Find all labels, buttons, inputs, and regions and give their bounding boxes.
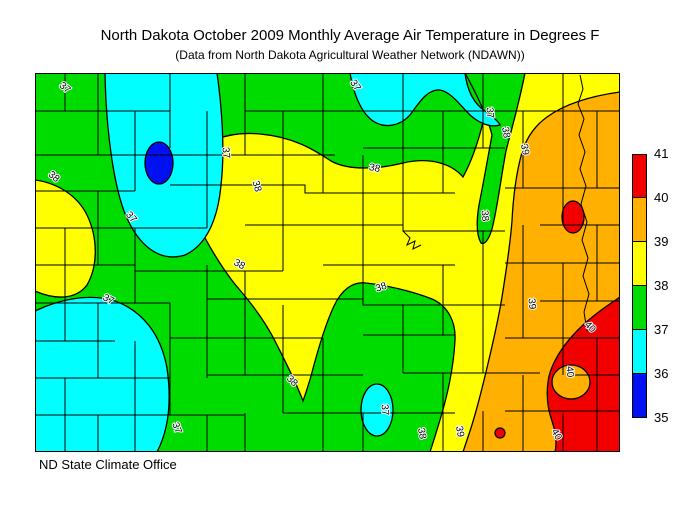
legend-segment [632, 330, 647, 374]
contour-label: 38 [374, 281, 388, 295]
legend-tick-label: 38 [654, 278, 669, 293]
contour-label: 38 [499, 126, 512, 139]
region-cyan-inlier-south [360, 383, 394, 437]
county-boundaries [35, 73, 620, 452]
contour-label: 38 [368, 162, 382, 175]
contour-label: 39 [453, 425, 466, 438]
page-title: North Dakota October 2009 Monthly Averag… [100, 27, 600, 44]
legend-segment [632, 242, 647, 286]
legend-segment [632, 154, 647, 198]
legend-tick-label: 36 [654, 366, 669, 381]
contour-label: 40 [564, 366, 576, 378]
contour-label: 37 [484, 107, 496, 119]
region-green-tongue [463, 72, 526, 245]
contour-labels: 3737373737383837373738383838383838393939… [45, 77, 599, 444]
legend-tick-label: 40 [654, 190, 669, 205]
region-blue-inlier [144, 141, 174, 185]
contour-label: 37 [379, 404, 391, 416]
region-red-inlier-east [561, 200, 585, 234]
contour-label: 39 [518, 143, 531, 156]
contour-label: 38 [479, 210, 491, 222]
contour-label: 38 [250, 180, 264, 194]
credit-text: ND State Climate Office [39, 457, 177, 472]
temperature-map: 37 37 37 37 37 38 38 37 37 37 38 38 38 38 38 38 38 39 39 39… [34, 72, 621, 453]
contour-label: 38 [415, 427, 428, 440]
region-red-inlier-south [494, 427, 506, 439]
contour-label: 37 [220, 147, 232, 159]
contour-label: 39 [526, 298, 538, 310]
map-border [35, 73, 620, 452]
page-subtitle: (Data from North Dakota Agricultural Wea… [175, 48, 525, 62]
legend-colorbar: 41 40 39 38 37 36 35 [632, 146, 692, 425]
legend-tick-label: 35 [654, 410, 669, 425]
legend-tick-label: 39 [654, 234, 669, 249]
region-orange-inlier [551, 364, 591, 400]
region-cyan-southwest [34, 296, 170, 453]
legend-segment [632, 286, 647, 330]
legend-segment [632, 198, 647, 242]
legend-tick-label: 37 [654, 322, 669, 337]
legend-segment [632, 374, 647, 418]
legend-tick-label: 41 [654, 146, 669, 161]
contour-label: 37 [169, 421, 183, 436]
